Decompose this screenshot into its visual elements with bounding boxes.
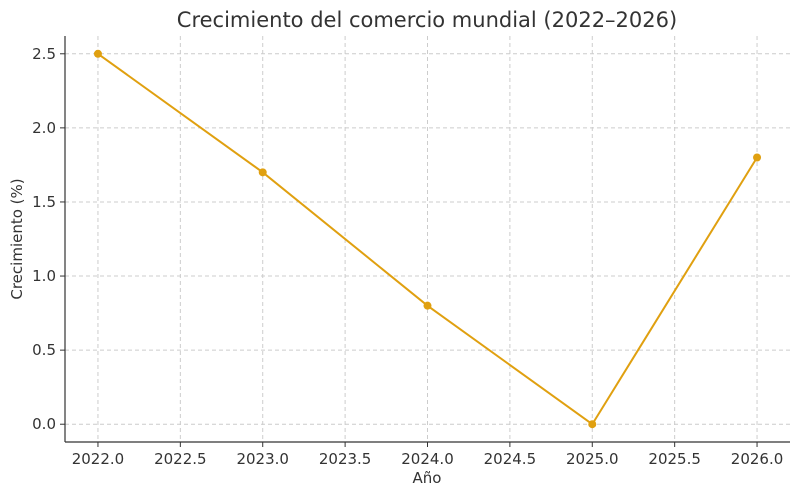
y-tick-label: 1.0: [32, 267, 56, 285]
y-tick-label: 0.5: [32, 341, 56, 359]
y-tick-label: 2.0: [32, 119, 56, 137]
y-tick-label: 1.5: [32, 193, 56, 211]
x-tick-label: 2023.5: [319, 450, 372, 468]
chart-title: Crecimiento del comercio mundial (2022–2…: [177, 8, 677, 32]
x-tick-label: 2026.0: [731, 450, 784, 468]
x-axis-label: Año: [413, 469, 442, 487]
x-tick-label: 2024.0: [401, 450, 454, 468]
y-axis-label: Crecimiento (%): [8, 178, 26, 299]
x-tick-label: 2023.0: [236, 450, 289, 468]
data-point: [588, 420, 597, 429]
x-tick-label: 2025.0: [566, 450, 619, 468]
x-tick-label: 2025.5: [648, 450, 701, 468]
data-point: [93, 49, 102, 58]
y-tick-label: 0.0: [32, 415, 56, 433]
x-tick-label: 2022.0: [72, 450, 125, 468]
data-point: [258, 168, 267, 177]
series-group: [93, 49, 762, 429]
x-tick-label: 2022.5: [154, 450, 207, 468]
ticks: 2022.0 2022.5 2023.0 2023.5 2024.0 2024.5 2025…: [32, 45, 783, 468]
x-tick-label: 2024.5: [484, 450, 537, 468]
data-point: [423, 301, 432, 310]
grid: [65, 36, 790, 442]
data-point: [753, 153, 762, 162]
y-tick-label: 2.5: [32, 45, 56, 63]
